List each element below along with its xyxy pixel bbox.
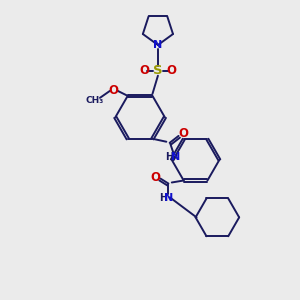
Text: N: N: [164, 193, 173, 203]
Text: H: H: [165, 152, 173, 162]
Text: N: N: [153, 40, 163, 50]
Text: S: S: [153, 64, 163, 77]
Text: H: H: [159, 193, 167, 203]
Text: CH₃: CH₃: [86, 96, 104, 105]
Text: O: O: [167, 64, 177, 77]
Text: N: N: [171, 152, 180, 162]
Text: O: O: [139, 64, 149, 77]
Text: O: O: [150, 171, 160, 184]
Text: O: O: [178, 127, 188, 140]
Text: O: O: [109, 84, 119, 98]
